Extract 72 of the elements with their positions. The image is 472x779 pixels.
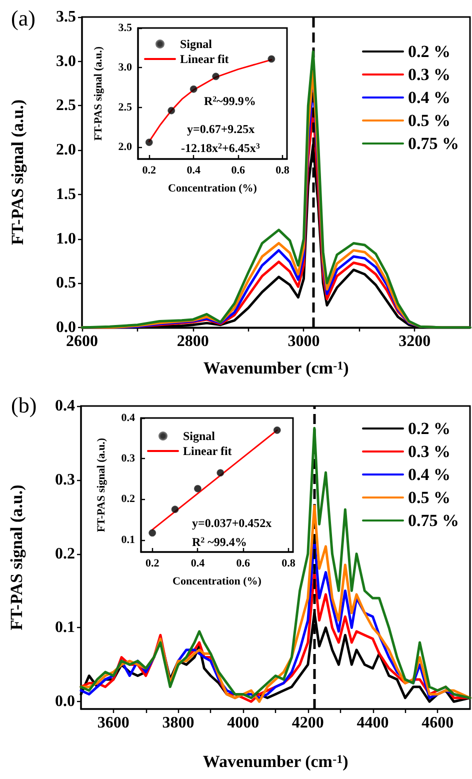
- y-tick-label: 0.2: [121, 493, 136, 506]
- point: [145, 138, 153, 146]
- legend-label: 0.75 %: [408, 134, 459, 153]
- y-tick-label: 2.0: [118, 141, 132, 154]
- y-tick-label: 0.0: [55, 693, 75, 710]
- legend-label: 0.3 %: [408, 65, 450, 84]
- y-tick-label: 3.5: [56, 8, 76, 26]
- y-tick-label: 1.0: [56, 230, 76, 248]
- y-tick-label: 0.1: [121, 534, 135, 546]
- y-tick-label: 0.4: [55, 398, 75, 414]
- x-tick-label: 4200: [292, 714, 324, 732]
- legend-label: 0.75 %: [408, 511, 459, 530]
- x-axis-title: Concentration (%): [172, 576, 262, 588]
- point: [273, 426, 281, 434]
- legend-label: 0.4 %: [408, 465, 450, 484]
- y-axis-title: FT-PAS signal (a.u.): [92, 46, 104, 141]
- annotation: y=0.037+0.452x: [192, 516, 272, 530]
- x-tick-label: 2600: [66, 333, 98, 350]
- legend-label: 0.3 %: [408, 442, 450, 461]
- y-tick-label: 2.5: [118, 101, 132, 114]
- x-tick-label: 3600: [97, 714, 130, 732]
- point: [212, 72, 220, 80]
- legend-label: 0.4 %: [408, 88, 450, 107]
- chart-title: (a): [11, 6, 36, 30]
- point: [190, 85, 198, 93]
- legend-label: Linear fit: [183, 444, 232, 458]
- y-tick-label: 2.5: [56, 97, 76, 114]
- x-tick-label: 3200: [398, 333, 431, 350]
- x-tick-label: 0.6: [231, 164, 246, 176]
- point: [194, 484, 202, 492]
- legend-label: Linear fit: [180, 52, 229, 66]
- y-axis-title: FT-PAS signal (a.u.): [96, 438, 108, 532]
- x-tick-label: 0.8: [276, 164, 290, 176]
- y-tick-label: 0.0: [56, 319, 76, 336]
- legend-label: 0.2 %: [408, 419, 450, 438]
- y-tick-label: 2.0: [56, 142, 76, 159]
- y-tick-label: 3.0: [56, 52, 76, 70]
- legend-label: Signal: [183, 429, 216, 443]
- legend-label: 0.2 %: [408, 42, 450, 61]
- y-axis-title: FT-PAS signal (a.u.): [8, 100, 27, 245]
- x-tick-label: 0.4: [186, 164, 201, 176]
- point: [268, 55, 276, 63]
- x-tick-label: 0.2: [145, 558, 160, 570]
- y-tick-label: 3.0: [118, 62, 132, 74]
- x-tick-label: 2800: [176, 333, 209, 350]
- y-axis-title: FT-PAS signal (a.u.): [7, 484, 26, 630]
- x-tick-label: 3800: [162, 714, 194, 732]
- y-tick-label: 1.5: [56, 186, 76, 203]
- x-tick-label: 0.2: [142, 164, 156, 176]
- y-tick-label: 0.3: [55, 471, 75, 488]
- x-tick-label: 4000: [227, 714, 260, 732]
- y-tick-label: 0.3: [121, 452, 136, 465]
- point: [148, 529, 156, 537]
- x-tick-label: 4600: [422, 714, 454, 732]
- annotation: y=0.67+9.25x: [187, 122, 255, 136]
- x-axis-title: Concentration (%): [168, 182, 258, 194]
- legend-label: 0.5 %: [408, 488, 450, 507]
- legend-label: 0.5 %: [408, 111, 450, 130]
- x-tick-label: 0.8: [282, 558, 296, 570]
- y-tick-label: 0.1: [55, 619, 75, 636]
- point: [168, 106, 176, 114]
- legend-label: Signal: [180, 37, 213, 51]
- y-tick-label: 3.5: [118, 22, 132, 34]
- x-tick-label: 4400: [356, 714, 389, 732]
- point: [216, 469, 224, 477]
- y-tick-label: 0.4: [121, 412, 136, 424]
- y-tick-label: 0.5: [56, 274, 76, 292]
- x-tick-label: 3000: [288, 333, 320, 350]
- chart-title: (b): [11, 392, 37, 418]
- x-tick-label: 0.6: [236, 558, 250, 570]
- x-tick-label: 0.4: [190, 558, 206, 570]
- point: [171, 506, 179, 514]
